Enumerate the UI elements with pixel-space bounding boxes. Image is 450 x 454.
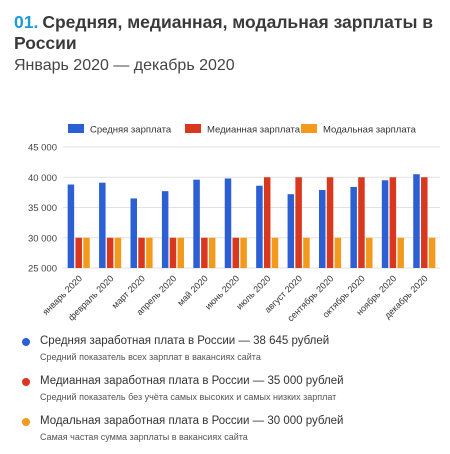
legend-label-1: Медианная зарплата (207, 125, 301, 136)
title-number: 01. (14, 12, 39, 32)
bar-s0-c6 (256, 185, 263, 268)
note-mode-dot (22, 418, 30, 426)
y-tick-label-1: 30 000 (28, 233, 57, 244)
bar-s2-c9 (366, 237, 373, 268)
note-mode: Модальная заработная плата в России — 30… (20, 414, 445, 443)
bar-s1-c0 (75, 237, 82, 268)
bar-s0-c4 (193, 179, 200, 268)
bar-s0-c8 (318, 189, 326, 268)
title-text: Средняя, медианная, модальная зарплаты в… (14, 12, 434, 53)
bar-s0-c7 (287, 194, 295, 268)
bar-s0-c9 (350, 186, 357, 268)
page-subtitle: Январь 2020 — декабрь 2020 (14, 57, 235, 74)
note-median-sub: Средний показатель без учёта самых высок… (40, 392, 337, 402)
bar-s0-c5 (224, 178, 232, 268)
bar-s2-c2 (146, 237, 153, 268)
bar-s1-c4 (201, 237, 208, 268)
bar-s1-c1 (106, 237, 114, 268)
note-mode-sub: Самая частая сумма зарплаты в вакансиях … (40, 432, 248, 442)
bar-s1-c6 (263, 177, 271, 268)
legend-swatch-2 (301, 124, 317, 133)
header: 01. Средняя, медианная, модальная зарплат… (14, 12, 444, 76)
bar-s0-c0 (67, 184, 75, 268)
bar-s1-c5 (232, 237, 240, 268)
y-tick-label-4: 45 000 (28, 143, 57, 154)
note-median-main: Медианная заработная плата в России — 35… (40, 375, 344, 387)
y-tick-label-0: 25 000 (28, 264, 57, 275)
salary-bar-chart: Средняя зарплата Медианная зарплата Модаль… (28, 124, 440, 323)
bar-s2-c8 (334, 237, 342, 268)
bar-s2-c7 (303, 237, 310, 268)
bar-s1-c11 (421, 177, 428, 268)
note-mean: Средняя заработная плата в России — 38 6… (20, 334, 445, 363)
bar-s2-c11 (428, 237, 436, 268)
bar-s1-c3 (169, 237, 177, 268)
bar-s0-c11 (413, 174, 420, 268)
note-mean-sub: Средний показатель всех зарплат в ваканс… (40, 352, 261, 362)
page-title: 01. Средняя, медианная, модальная зарплат… (14, 12, 444, 54)
bar-s2-c4 (208, 237, 216, 268)
y-tick-label-3: 40 000 (28, 173, 57, 184)
legend-label-0: Средняя зарплата (90, 125, 172, 136)
bar-s1-c8 (326, 177, 334, 268)
note-mean-dot (22, 338, 30, 346)
note-median-dot (22, 378, 30, 386)
note-mode-main: Модальная заработная плата в России — 30… (40, 415, 344, 427)
bar-s0-c3 (161, 191, 169, 268)
legend-swatch-0 (68, 124, 84, 133)
bar-s1-c7 (295, 177, 302, 268)
legend-label-2: Модальная зарплата (323, 125, 417, 136)
y-tick-label-2: 35 000 (28, 203, 57, 214)
bar-s2-c5 (240, 237, 247, 268)
notes-list: Средняя заработная плата в России — 38 6… (20, 334, 445, 454)
bar-s0-c2 (130, 198, 137, 268)
bar-s1-c10 (389, 177, 397, 268)
note-mean-main: Средняя заработная плата в России — 38 6… (40, 335, 330, 347)
bar-s2-c1 (114, 237, 122, 268)
bar-s2-c10 (397, 237, 404, 268)
legend-swatch-1 (185, 124, 201, 133)
bar-s1-c2 (138, 237, 145, 268)
bar-s2-c0 (83, 237, 90, 268)
bar-s0-c1 (99, 182, 106, 268)
bar-s0-c10 (381, 180, 389, 268)
bar-s2-c6 (271, 237, 279, 268)
bar-s1-c9 (358, 177, 365, 268)
bar-s2-c3 (177, 237, 185, 268)
note-median: Медианная заработная плата в России — 35… (20, 374, 445, 403)
